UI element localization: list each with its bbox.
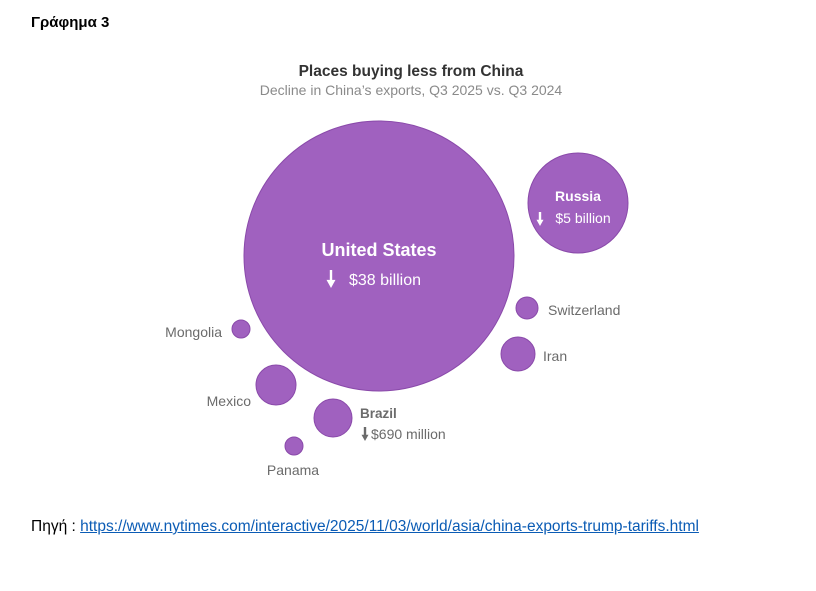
- label-panama: Panama: [267, 462, 319, 478]
- bubble-mongolia: [231, 319, 251, 339]
- source-line: Πηγή : https://www.nytimes.com/interacti…: [31, 514, 751, 540]
- value-russia: $5 billion: [555, 210, 610, 226]
- source-link[interactable]: https://www.nytimes.com/interactive/2025…: [80, 518, 699, 535]
- down-arrow-icon: [361, 427, 369, 441]
- label-mexico: Mexico: [207, 393, 252, 409]
- label-russia: Russia: [555, 188, 601, 204]
- chart-subtitle: Decline in China’s exports, Q3 2025 vs. …: [260, 82, 563, 98]
- chart-title: Places buying less from China: [299, 63, 524, 80]
- bubble-chart: Places buying less from China Decline in…: [165, 63, 629, 478]
- label-switzerland: Switzerland: [548, 302, 620, 318]
- bubble-iran: [500, 336, 536, 372]
- label-united-states: United States: [321, 240, 436, 260]
- bubble-switzerland: [515, 296, 539, 320]
- down-arrow-icon: [326, 270, 336, 288]
- value-brazil: $690 million: [371, 426, 446, 442]
- bubble-panama: [284, 436, 304, 456]
- value-united-states: $38 billion: [349, 272, 421, 289]
- bubble-brazil: [313, 398, 353, 438]
- bubble-mexico: [255, 364, 297, 406]
- down-arrow-icon: [536, 212, 544, 226]
- label-brazil: Brazil: [360, 406, 397, 421]
- figure-label: Γράφημα 3: [31, 14, 110, 31]
- bubble-united-states: [243, 120, 515, 392]
- bubbles-group: United States $38 billion Russia $5 billion…: [165, 120, 629, 478]
- label-mongolia: Mongolia: [165, 324, 222, 340]
- source-prefix: Πηγή :: [31, 518, 81, 535]
- bubble-russia: [527, 152, 629, 254]
- label-iran: Iran: [543, 348, 567, 364]
